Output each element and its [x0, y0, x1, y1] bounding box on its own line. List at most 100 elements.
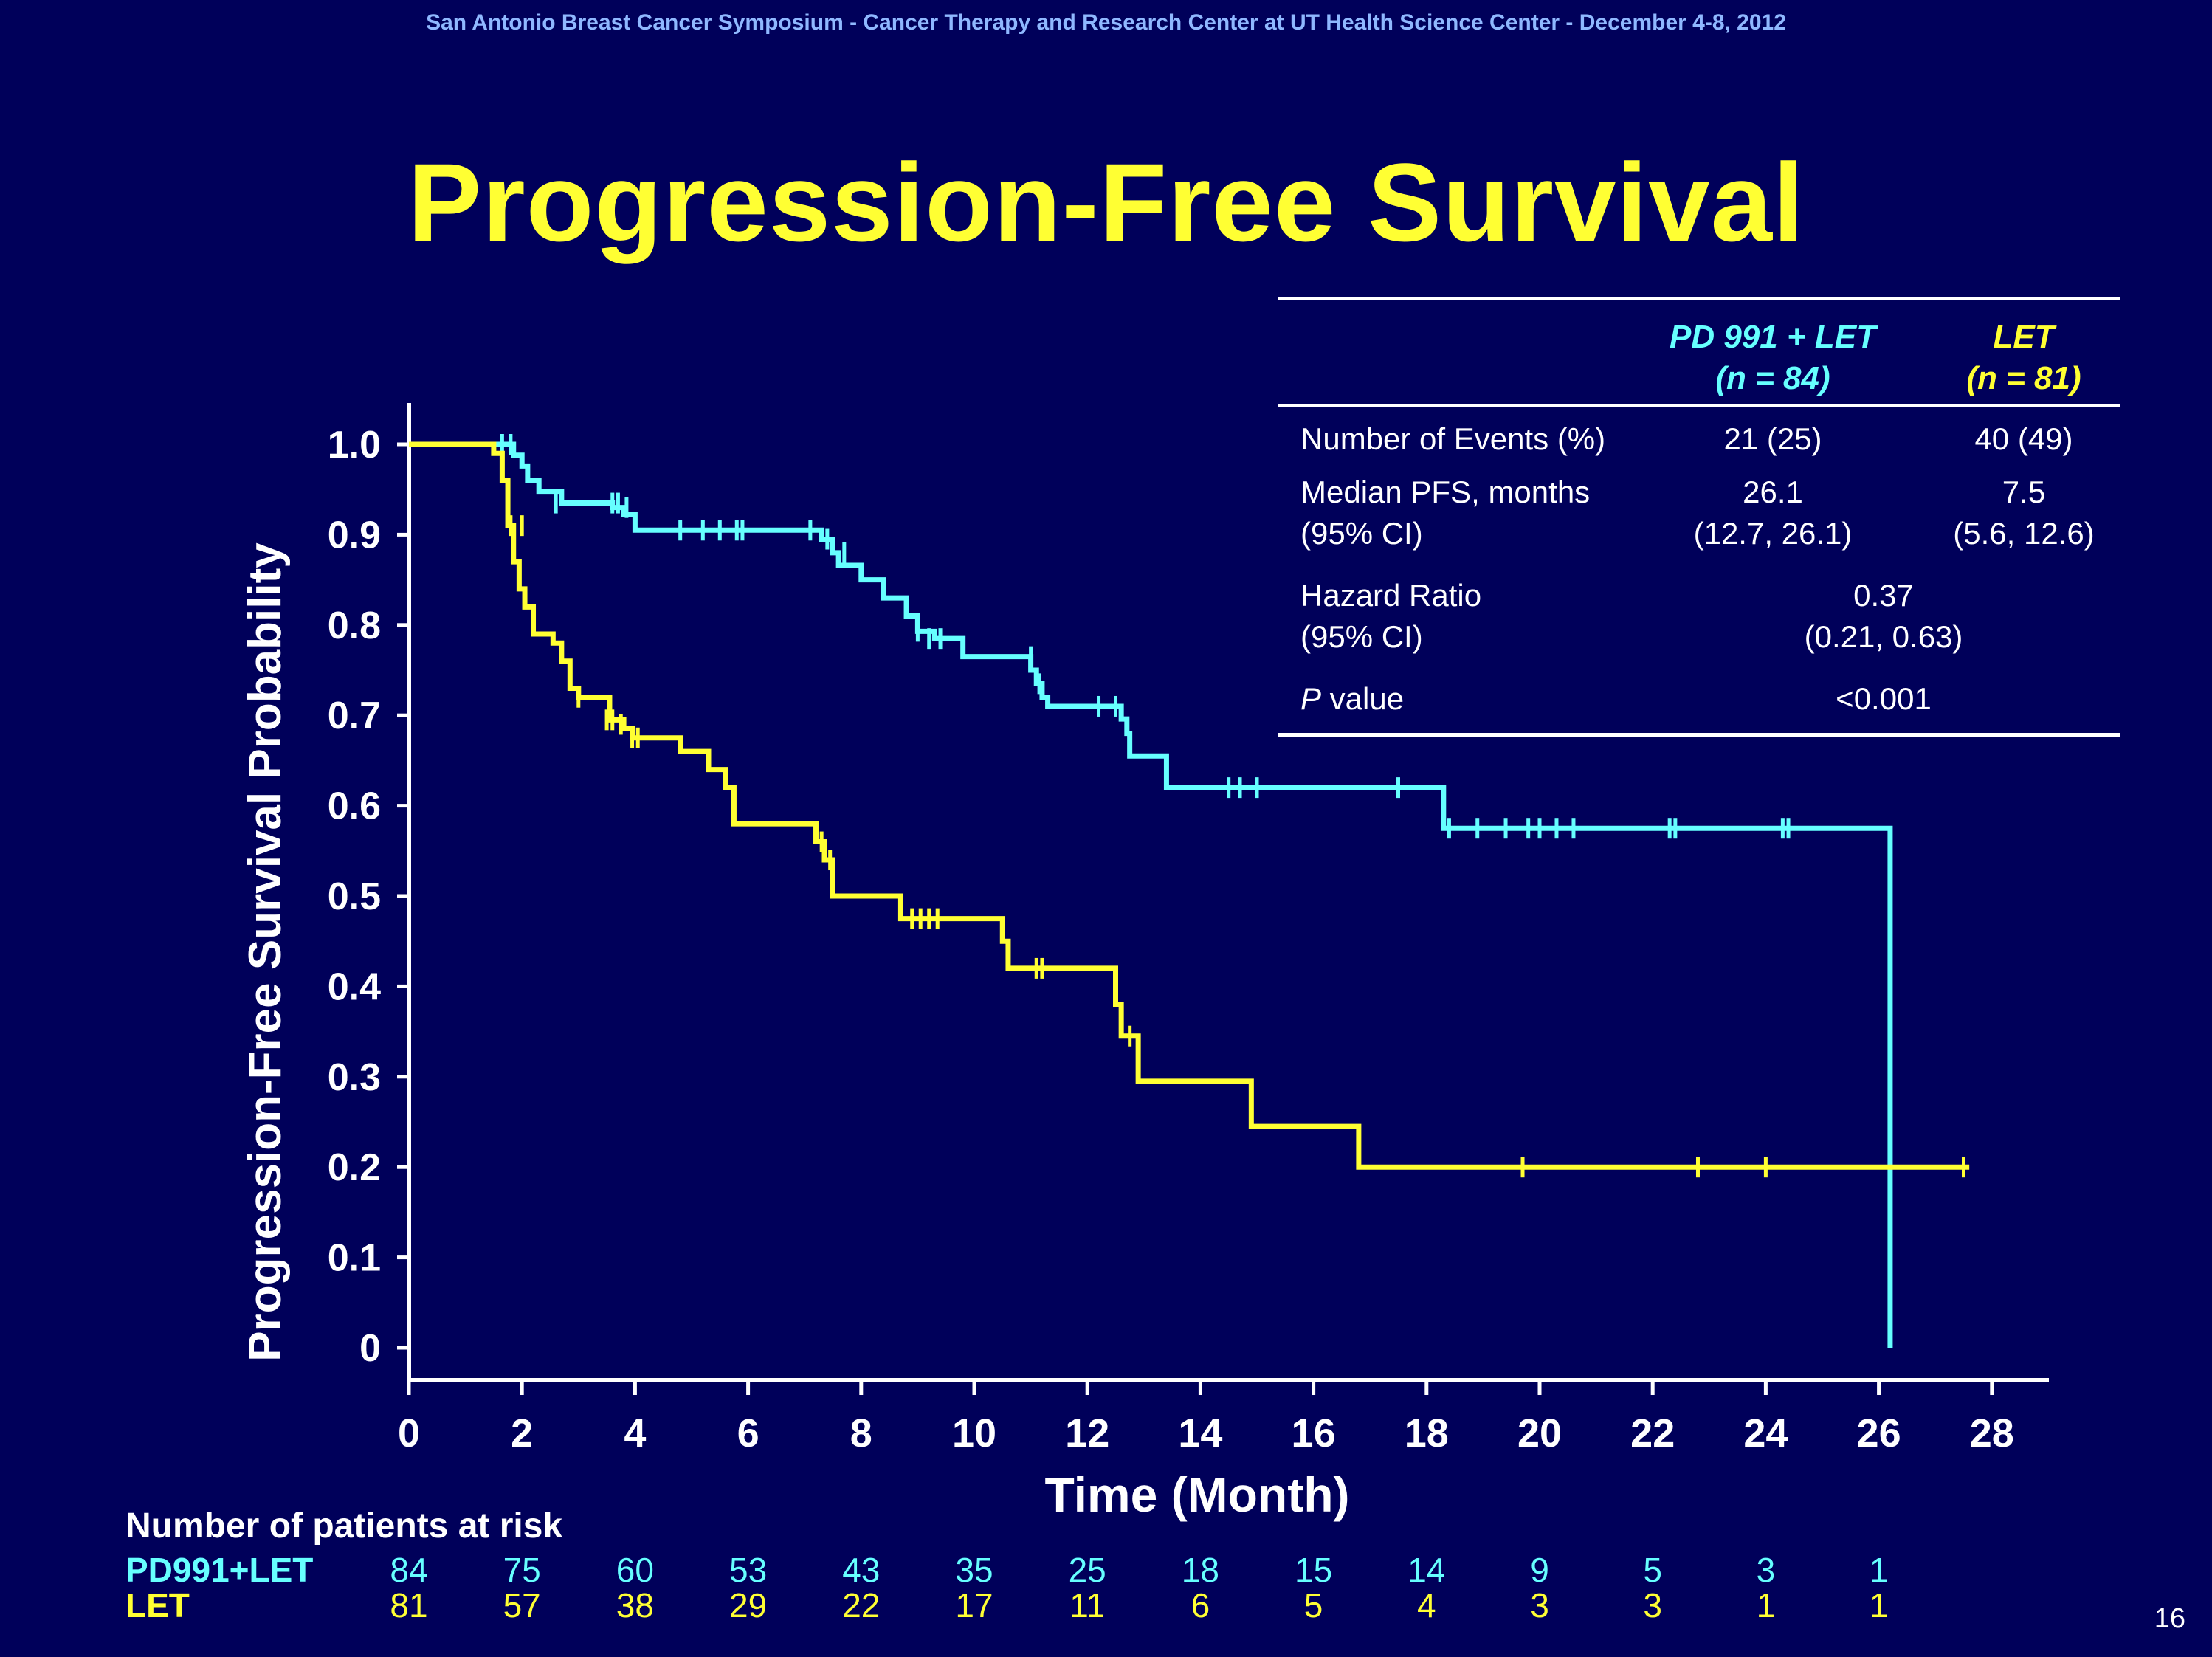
- risk-row-label: LET: [125, 1586, 190, 1625]
- y-tick-label: 0.3: [328, 1056, 381, 1099]
- col-head-let-n: (n = 81): [1966, 360, 2081, 396]
- conference-header: San Antonio Breast Cancer Symposium - Ca…: [426, 10, 1786, 35]
- y-tick-label: 0.9: [328, 514, 381, 557]
- row-median-a: 26.1: [1743, 475, 1803, 509]
- table-rule-mid: [1278, 404, 2120, 407]
- y-tick-label: 0.4: [328, 965, 381, 1008]
- x-tick-label: 14: [1178, 1411, 1222, 1456]
- x-tick-label: 18: [1405, 1411, 1449, 1456]
- x-tick-label: 2: [511, 1411, 533, 1456]
- risk-count: 5: [1643, 1551, 1662, 1589]
- risk-count: 1: [1756, 1586, 1776, 1625]
- x-tick-label: 20: [1517, 1411, 1562, 1456]
- row-pvalue-label: P value: [1300, 678, 1404, 720]
- risk-count: 84: [390, 1551, 428, 1589]
- x-tick-label: 6: [737, 1411, 759, 1456]
- x-tick-label: 12: [1065, 1411, 1109, 1456]
- risk-row-label: PD991+LET: [125, 1551, 314, 1589]
- survival-curve: [409, 441, 1893, 1348]
- risk-count: 1: [1869, 1551, 1889, 1589]
- x-tick-label: 22: [1630, 1411, 1675, 1456]
- row-hazard-ci: (0.21, 0.63): [1804, 619, 1963, 654]
- risk-count: 15: [1295, 1551, 1333, 1589]
- col-head-let: LET (n = 81): [1928, 317, 2120, 399]
- risk-count: 6: [1191, 1586, 1210, 1625]
- row-median-ci-label: (95% CI): [1300, 516, 1423, 551]
- x-tick-label: 28: [1970, 1411, 2014, 1456]
- col-head-pd991-n: (n = 84): [1715, 360, 1830, 396]
- risk-count: 17: [955, 1586, 993, 1625]
- risk-count: 5: [1303, 1586, 1323, 1625]
- y-tick-label: 0.7: [328, 695, 381, 737]
- row-events-a: 21 (25): [1723, 421, 1822, 456]
- table-rule-top: [1278, 297, 2120, 300]
- risk-count: 14: [1408, 1551, 1446, 1589]
- risk-count: 3: [1643, 1586, 1662, 1625]
- x-axis-label: Time (Month): [1044, 1467, 1349, 1522]
- x-tick-label: 16: [1292, 1411, 1336, 1456]
- series-pd991-let: [409, 434, 1893, 1348]
- survival-curve: [409, 441, 1970, 1170]
- col-head-pd991-name: PD 991 + LET: [1669, 319, 1876, 355]
- row-events: Number of Events (%) 21 (25) 40 (49): [1278, 407, 2120, 472]
- y-tick-label: 0.8: [328, 604, 381, 647]
- p-rest: value: [1321, 681, 1405, 716]
- y-tick-label: 0.5: [328, 875, 381, 918]
- row-median-b: 7.5: [2002, 475, 2046, 509]
- risk-count: 1: [1869, 1586, 1889, 1625]
- risk-count: 4: [1417, 1586, 1436, 1625]
- y-tick-label: 0.2: [328, 1146, 381, 1189]
- x-tick-label: 8: [850, 1411, 872, 1456]
- y-tick-label: 0: [359, 1327, 381, 1370]
- risk-count: 29: [729, 1586, 768, 1625]
- row-median-a-ci: (12.7, 26.1): [1693, 516, 1853, 551]
- row-hazard: Hazard Ratio (95% CI) 0.37 (0.21, 0.63): [1278, 575, 2120, 678]
- risk-count: 43: [842, 1551, 881, 1589]
- row-hazard-ci-label: (95% CI): [1300, 619, 1423, 654]
- row-median: Median PFS, months (95% CI) 26.1 (12.7, …: [1278, 472, 2120, 575]
- risk-count: 3: [1756, 1551, 1776, 1589]
- row-hazard-label: Hazard Ratio: [1300, 578, 1482, 613]
- p-italic: P: [1300, 681, 1322, 716]
- row-median-label: Median PFS, months: [1300, 475, 1591, 509]
- col-head-pd991: PD 991 + LET (n = 84): [1647, 317, 1898, 399]
- risk-count: 22: [842, 1586, 881, 1625]
- row-pvalue-value: <0.001: [1836, 681, 1932, 716]
- risk-count: 35: [955, 1551, 993, 1589]
- slide-title: Progression-Free Survival: [407, 140, 1805, 264]
- risk-count: 25: [1068, 1551, 1106, 1589]
- row-hazard-value: 0.37: [1853, 578, 1914, 613]
- risk-count: 75: [503, 1551, 541, 1589]
- y-tick-label: 1.0: [328, 424, 381, 466]
- risk-count: 53: [729, 1551, 768, 1589]
- x-tick-label: 26: [1857, 1411, 1901, 1456]
- col-head-let-name: LET: [1993, 319, 2055, 355]
- risk-count: 38: [616, 1586, 654, 1625]
- row-median-b-ci: (5.6, 12.6): [1953, 516, 2095, 551]
- x-tick-label: 0: [398, 1411, 420, 1456]
- page-number: 16: [2154, 1603, 2185, 1634]
- row-pvalue: P value <0.001: [1278, 678, 2120, 733]
- y-tick-label: 0.6: [328, 785, 381, 828]
- risk-count: 81: [390, 1586, 428, 1625]
- axes: 00.10.20.30.40.50.60.70.80.91.00 2 4 6 8 10 12…: [328, 403, 2049, 1456]
- row-events-b: 40 (49): [1974, 421, 2073, 456]
- series-let: [409, 441, 1970, 1178]
- row-events-label: Number of Events (%): [1300, 421, 1606, 456]
- risk-count: 11: [1069, 1586, 1106, 1625]
- y-axis-label: Progression-Free Survival Probability: [240, 542, 291, 1362]
- risk-count: 9: [1530, 1551, 1549, 1589]
- x-tick-label: 24: [1743, 1411, 1788, 1456]
- y-tick-label: 0.1: [328, 1237, 381, 1280]
- x-tick-label: 4: [624, 1411, 646, 1456]
- risk-table-title: Number of patients at risk: [125, 1506, 563, 1546]
- risk-count: 18: [1181, 1551, 1219, 1589]
- risk-count: 60: [616, 1551, 654, 1589]
- risk-count: 3: [1530, 1586, 1549, 1625]
- table-rule-bottom: [1278, 733, 2120, 737]
- stats-table: PD 991 + LET (n = 84) LET (n = 81) Numbe…: [1278, 297, 2120, 737]
- series-layer: [409, 434, 1970, 1348]
- x-tick-label: 10: [952, 1411, 996, 1456]
- risk-count: 57: [503, 1586, 541, 1625]
